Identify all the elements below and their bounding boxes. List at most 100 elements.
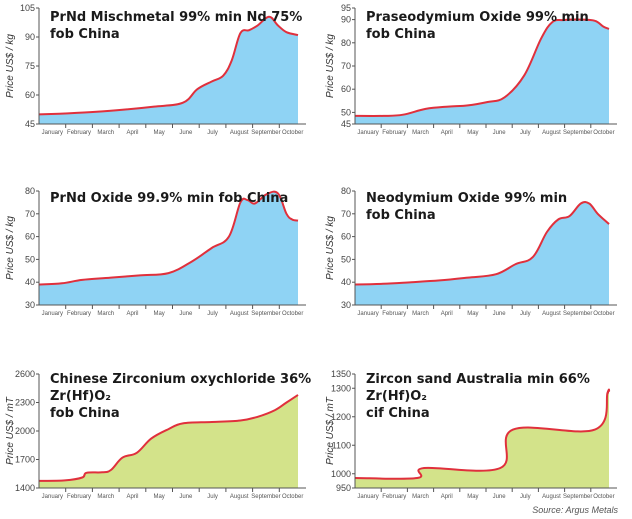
x-tick-label: August <box>542 130 561 136</box>
x-tick-label: June <box>493 494 507 500</box>
y-tick-label: 70 <box>341 61 351 71</box>
y-tick-label: 30 <box>341 300 351 310</box>
x-tick-label: September <box>563 494 592 500</box>
y-tick-label: 95 <box>341 3 351 13</box>
x-tick-label: February <box>67 311 91 317</box>
x-tick-label: October <box>282 494 303 500</box>
x-tick-label: March <box>97 130 114 136</box>
y-tick-label: 40 <box>341 277 351 287</box>
y-tick-label: 105 <box>20 3 35 13</box>
y-tick-label: 1700 <box>15 455 35 465</box>
chart-prnd-mischmetal: 45 60 75 90 105 January February March April May J… <box>0 0 316 170</box>
x-tick-label: May <box>467 311 478 317</box>
chart-neodymium-oxide: 30 40 50 60 70 80 January February March April May… <box>320 175 632 345</box>
y-tick-label: 90 <box>341 15 351 25</box>
y-tick-label: 1100 <box>332 440 351 450</box>
y-tick-label: 60 <box>25 232 35 242</box>
chart-zircon-sand: 950 1000 1100 1200 1300 1350 January February Ma… <box>320 350 632 519</box>
area-fill <box>355 389 610 488</box>
x-tick-label: July <box>520 311 531 317</box>
x-tick-label: January <box>357 130 378 136</box>
x-tick-label: January <box>357 311 378 317</box>
x-tick-label: June <box>493 311 507 317</box>
series-line <box>38 394 299 482</box>
x-tick-label: September <box>563 311 592 317</box>
chart-title: Neodymium Oxide 99% min fob China <box>366 191 568 223</box>
x-tick-label: September <box>251 311 280 317</box>
area-fill <box>355 19 609 124</box>
x-tick-label: January <box>42 130 63 136</box>
y-tick-label: 60 <box>341 84 351 94</box>
y-tick-label: 80 <box>341 186 351 196</box>
x-tick-label: January <box>42 311 63 317</box>
y-tick-label: 50 <box>341 107 351 117</box>
y-tick-label: 45 <box>341 119 351 129</box>
y-tick-label: 45 <box>25 119 35 129</box>
chart-svg: 1400 1700 2000 2300 2600 January February March… <box>5 369 306 500</box>
chart-title: PrNd Oxide 99.9% min fob China <box>50 191 289 206</box>
x-tick-label: August <box>230 130 249 136</box>
source-note: Source: Argus Metals <box>532 505 618 515</box>
y-axis-label: Price US$ / kg <box>5 216 16 280</box>
x-tick-label: June <box>179 311 193 317</box>
x-tick-label: August <box>230 494 249 500</box>
x-tick-label: January <box>357 494 378 500</box>
x-tick-label: October <box>282 311 303 317</box>
x-tick-label: October <box>593 494 614 500</box>
chart-svg: 30 40 50 60 70 80 January February March April May… <box>5 186 306 317</box>
y-axis-label: Price US$ / mT <box>325 396 336 465</box>
chart-title: Zircon sand Australia min 66% Zr(Hf)O₂ c… <box>366 372 590 421</box>
y-tick-label: 60 <box>25 90 35 100</box>
y-tick-label: 80 <box>341 38 351 48</box>
y-axis-label: Price US$ / kg <box>325 216 336 280</box>
y-tick-label: 1000 <box>331 469 351 479</box>
x-tick-label: October <box>593 130 614 136</box>
chart-title: Praseodymium Oxide 99% min fob China <box>366 10 589 42</box>
x-tick-label: March <box>97 311 114 317</box>
y-tick-label: 40 <box>25 277 35 287</box>
area-fill <box>39 191 298 305</box>
chart-title: PrNd Mischmetal 99% min Nd 75% fob China <box>50 10 303 42</box>
y-tick-label: 80 <box>25 186 35 196</box>
chart-svg: 45 60 75 90 105 January February March April May J… <box>5 3 306 136</box>
x-tick-label: September <box>563 130 592 136</box>
x-tick-label: July <box>207 494 218 500</box>
x-tick-label: August <box>230 311 249 317</box>
x-tick-label: May <box>467 494 478 500</box>
y-tick-label: 30 <box>25 300 35 310</box>
chart-svg: 30 40 50 60 70 80 January February March April May… <box>325 186 617 317</box>
x-tick-label: March <box>412 494 429 500</box>
x-tick-label: October <box>593 311 614 317</box>
area-fill <box>355 201 609 305</box>
x-tick-label: February <box>67 494 91 500</box>
x-tick-label: February <box>382 494 406 500</box>
chart-title: Chinese Zirconium oxychloride 36% Zr(Hf)… <box>50 372 312 421</box>
y-tick-label: 50 <box>25 254 35 264</box>
x-tick-label: October <box>282 130 303 136</box>
series-line <box>354 18 610 117</box>
chart-svg: 45 50 60 70 80 90 95 January February March April M… <box>325 3 617 136</box>
series-line <box>38 190 299 286</box>
x-tick-label: August <box>542 494 561 500</box>
x-tick-label: July <box>207 311 218 317</box>
chart-zirconium-oxychloride: 1400 1700 2000 2300 2600 January February March… <box>0 350 316 519</box>
y-tick-label: 50 <box>341 254 351 264</box>
x-tick-label: January <box>42 494 63 500</box>
y-tick-label: 90 <box>25 32 35 42</box>
chart-prnd-oxide: 30 40 50 60 70 80 January February March April May… <box>0 175 316 345</box>
x-tick-label: February <box>67 130 91 136</box>
x-tick-label: April <box>126 130 138 136</box>
y-axis-label: Price US$ / mT <box>5 396 16 465</box>
x-tick-label: May <box>467 130 478 136</box>
x-tick-label: July <box>207 130 218 136</box>
x-tick-label: April <box>441 311 453 317</box>
x-tick-label: June <box>493 130 507 136</box>
y-axis-label: Price US$ / kg <box>5 34 16 98</box>
x-tick-label: April <box>126 494 138 500</box>
y-tick-label: 1200 <box>331 412 351 422</box>
x-tick-label: February <box>382 311 406 317</box>
x-tick-label: March <box>97 494 114 500</box>
x-tick-label: September <box>251 494 280 500</box>
x-tick-label: April <box>441 130 453 136</box>
series-line <box>38 15 299 116</box>
